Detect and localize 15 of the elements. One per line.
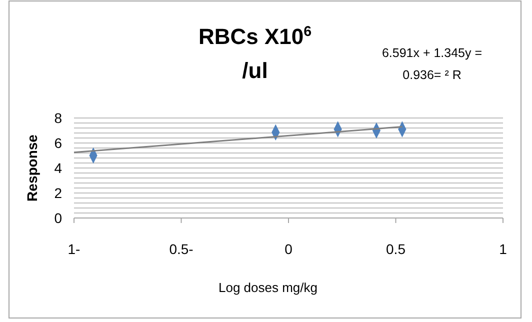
chart-title: RBCs X10$^{6}$ /ul (198, 24, 312, 83)
y-tick-label: 6 (54, 135, 62, 151)
x-tick-label: 0.5 (386, 241, 406, 257)
text: 6.591x + 1.345y = (382, 46, 482, 60)
text: 0.936= ² R (402, 68, 462, 82)
y-tick-label: 4 (54, 160, 62, 176)
y-tick-label: 8 (54, 110, 62, 126)
y-axis-title: Response (24, 134, 40, 202)
y-tick-label: 2 (54, 185, 62, 201)
x-axis-title: Log doses mg/kg (218, 280, 318, 295)
x-tick-label: 1 (499, 241, 508, 257)
x-tick-label: 1- (68, 241, 81, 257)
x-tick-label: 0.5- (169, 241, 194, 257)
x-tick-label: 0 (284, 241, 293, 257)
y-tick-label: 0 (54, 210, 62, 226)
